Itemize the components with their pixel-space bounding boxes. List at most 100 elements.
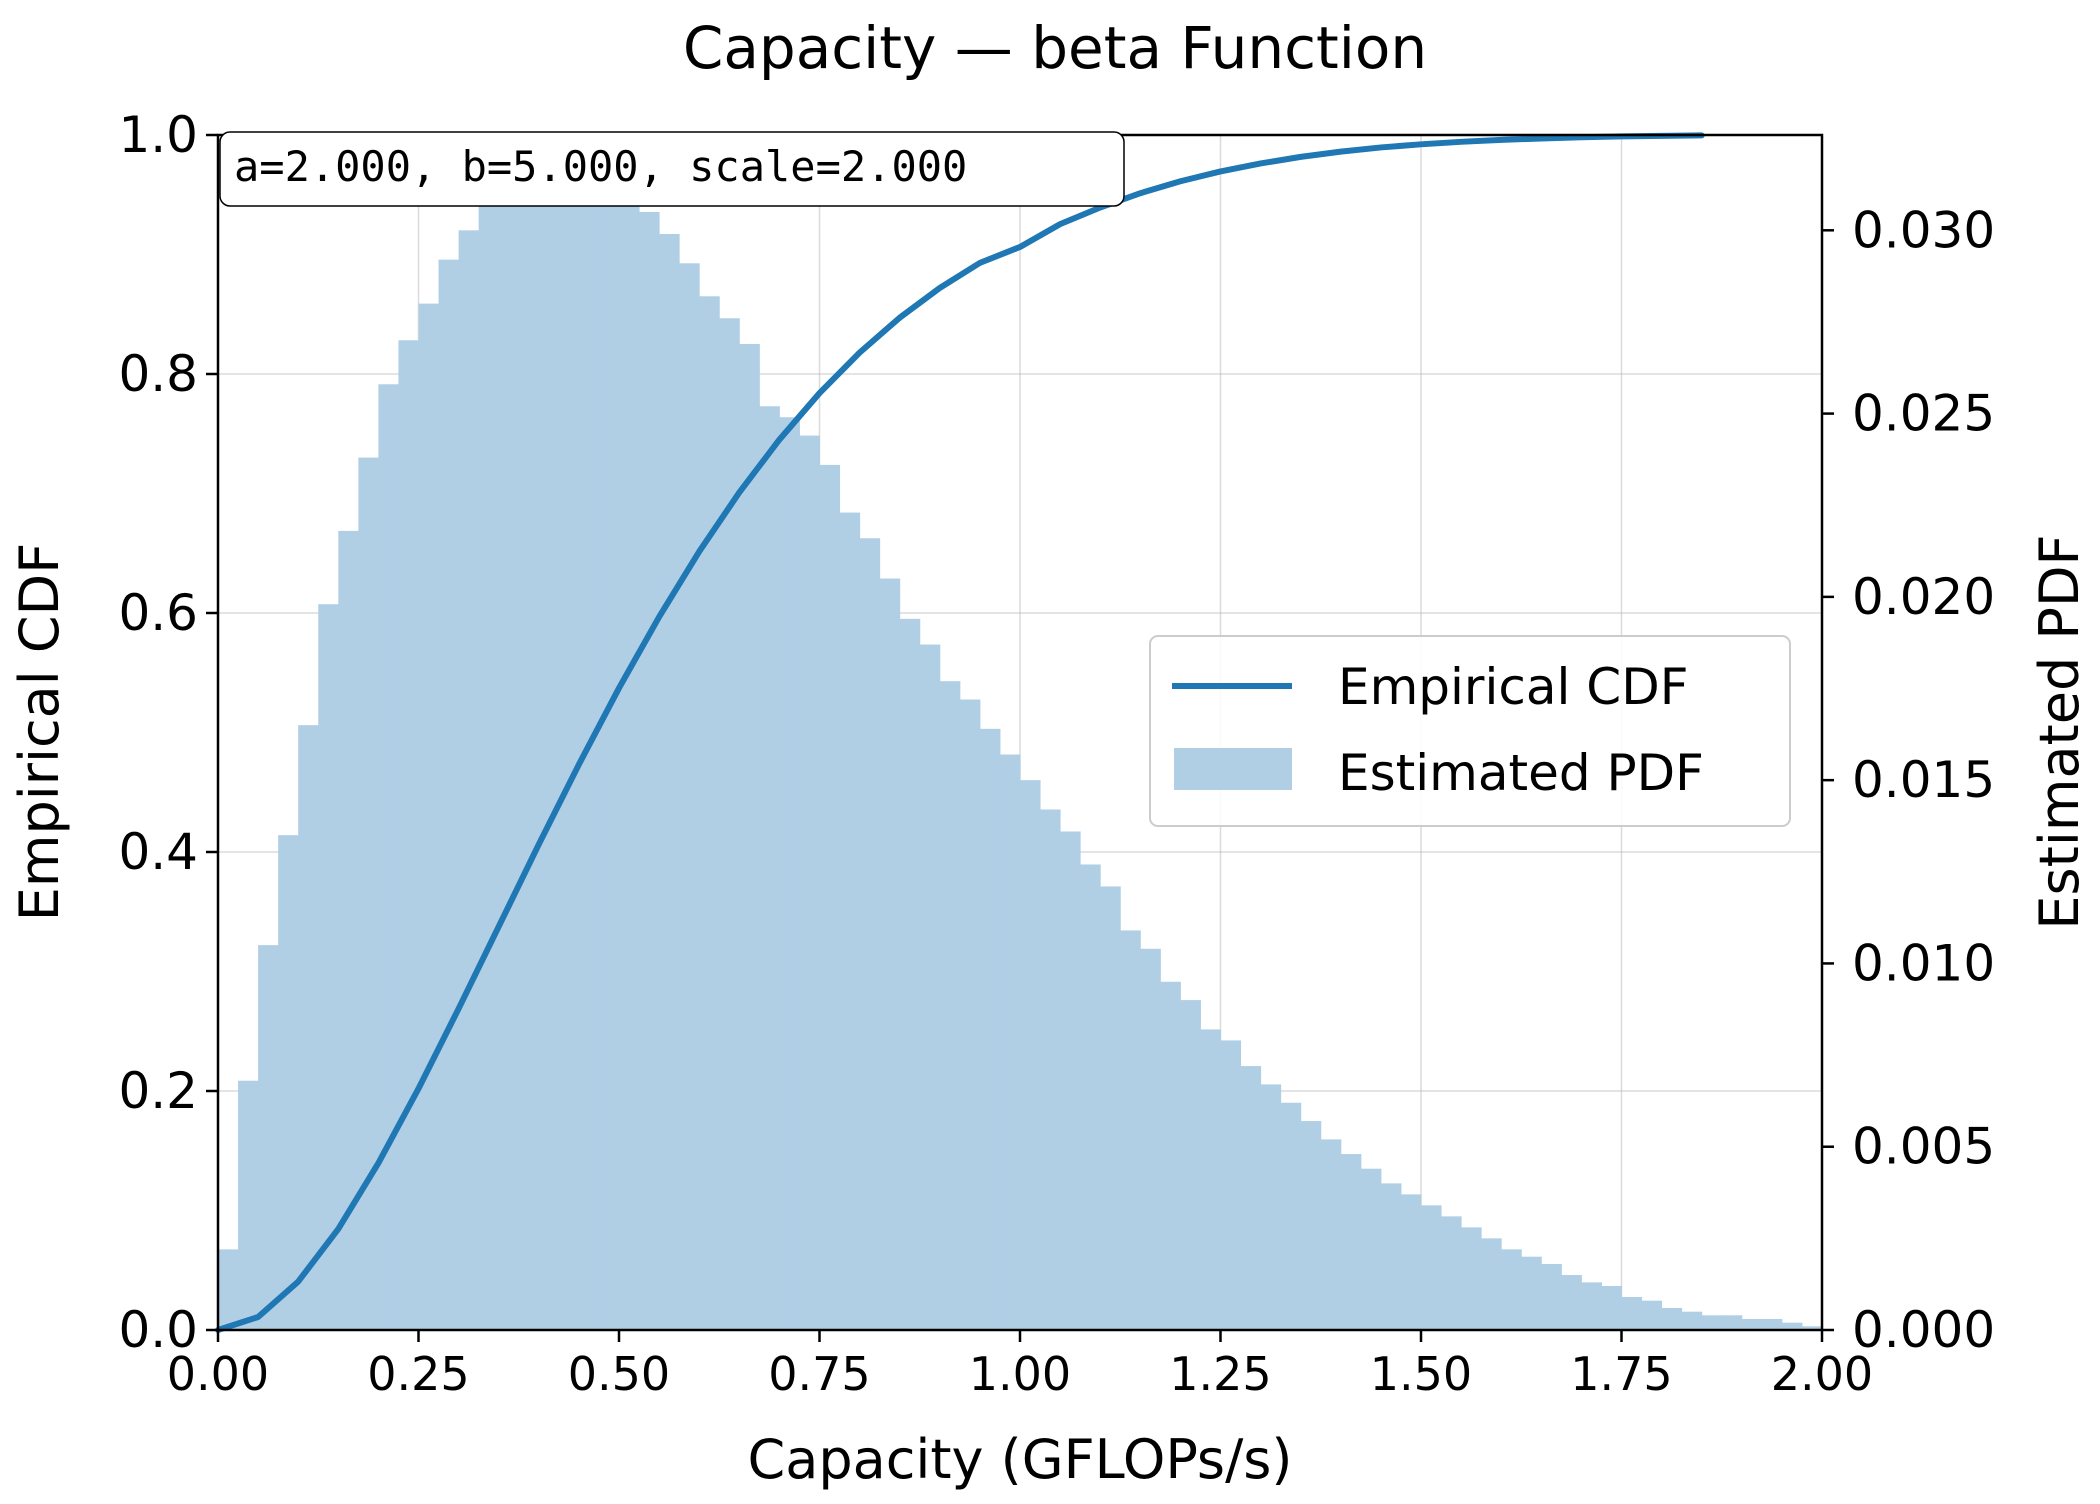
pdf-bar (1360, 1168, 1382, 1330)
pdf-bar (438, 259, 460, 1331)
pdf-bar (759, 406, 780, 1330)
pdf-bar (418, 303, 440, 1330)
pdf-bar (699, 296, 720, 1330)
pdf-bar (1461, 1227, 1482, 1330)
pdf-bar (1060, 831, 1081, 1330)
pdf-bar (1441, 1216, 1462, 1330)
pdf-bar (1681, 1311, 1703, 1330)
pdf-bar (1621, 1297, 1643, 1330)
y-right-tick-label: 0.025 (1852, 385, 1995, 443)
pdf-bar (1040, 809, 1061, 1330)
pdf-bar (1701, 1315, 1723, 1330)
pdf-bar (358, 457, 379, 1331)
pdf-bar (879, 578, 901, 1330)
pdf-bar (619, 182, 640, 1331)
pdf-bar (518, 171, 540, 1330)
pdf-bar (1661, 1308, 1683, 1330)
pdf-bar (919, 644, 941, 1330)
pdf-bar (238, 1080, 259, 1330)
x-tick-label: 1.00 (969, 1347, 1071, 1401)
pdf-bar (739, 343, 760, 1330)
pdf-bar (1761, 1319, 1783, 1330)
pdf-bar (1200, 1029, 1221, 1330)
y-right-tick-label: 0.000 (1852, 1301, 1995, 1359)
pdf-bar (1080, 864, 1101, 1330)
x-tick-label: 1.75 (1570, 1347, 1672, 1401)
pdf-bar (1481, 1238, 1502, 1330)
pdf-bar (999, 754, 1021, 1330)
x-tick-label: 1.50 (1370, 1347, 1472, 1401)
pdf-bar (598, 171, 620, 1330)
pdf-bar (1220, 1040, 1242, 1330)
x-axis-label: Capacity (GFLOPs/s) (748, 1428, 1293, 1491)
pdf-bar (779, 417, 800, 1330)
pdf-bar (659, 233, 680, 1330)
pdf-bar (498, 182, 520, 1331)
pdf-bar (1561, 1275, 1582, 1330)
pdf-bar (939, 681, 961, 1330)
pdf-bar (899, 618, 921, 1330)
pdf-bar (1601, 1286, 1622, 1330)
pdf-bar (679, 263, 700, 1330)
pdf-bar (1260, 1084, 1282, 1330)
pdf-bar (538, 171, 560, 1330)
pdf-bar (1721, 1315, 1743, 1330)
pdf-bar (959, 699, 981, 1330)
x-tick-label: 2.00 (1771, 1347, 1873, 1401)
cdf-line (215, 132, 1705, 1333)
pdf-bar (378, 384, 399, 1330)
pdf-bar (1781, 1322, 1803, 1330)
pdf-bar (1240, 1066, 1262, 1330)
parameter-annotation: a=2.000, b=5.000, scale=2.000 (219, 131, 1125, 207)
pdf-bar (478, 204, 500, 1331)
y-axis-right-label: Estimated PDF (2028, 534, 2091, 929)
pdf-bar (318, 604, 339, 1330)
pdf-bar (1160, 981, 1181, 1330)
pdf-bar (819, 464, 841, 1331)
pdf-bar (278, 835, 299, 1330)
legend-box (1149, 635, 1791, 827)
pdf-bar (1280, 1102, 1302, 1330)
pdf-bar (1100, 886, 1121, 1330)
pdf-bar (1180, 1000, 1201, 1330)
pdf-bar (1741, 1319, 1763, 1330)
y-left-tick-label: 0.6 (118, 584, 198, 642)
legend: Empirical CDF Estimated PDF (1149, 635, 1791, 827)
pdf-bar (1801, 1326, 1823, 1330)
y-right-tick-label: 0.005 (1852, 1118, 1995, 1176)
pdf-bars (218, 156, 1823, 1331)
pdf-bar (398, 340, 419, 1330)
pdf-bar (979, 728, 1001, 1330)
pdf-bar (1421, 1205, 1442, 1330)
y-left-tick-label: 0.8 (118, 345, 198, 403)
pdf-bar (1320, 1139, 1342, 1330)
x-tick-label: 1.25 (1169, 1347, 1271, 1401)
cdf-line-layer (215, 132, 1705, 1333)
legend-label-cdf: Empirical CDF (1338, 658, 1688, 716)
x-tick-label: 0.00 (167, 1347, 269, 1401)
ticks-layer: 0.00 0.25 0.50 0.75 1.00 1.25 1.50 1.75 2.000.00… (118, 106, 1995, 1401)
pdf-bar (1501, 1249, 1522, 1330)
y-right-tick-label: 0.010 (1852, 934, 1995, 992)
pdf-bar (839, 512, 861, 1330)
y-axis-left-label: Empirical CDF (8, 543, 71, 922)
pdf-bar (218, 1249, 239, 1330)
pdf-bar (1340, 1154, 1362, 1330)
pdf-bar (1400, 1194, 1422, 1330)
chart-title: Capacity — beta Function (683, 14, 1427, 82)
y-right-tick-label: 0.030 (1852, 201, 1995, 259)
pdf-bar (1380, 1183, 1402, 1330)
pdf-bar (1020, 780, 1041, 1330)
y-right-tick-label: 0.020 (1852, 568, 1995, 626)
pdf-bar (859, 538, 881, 1330)
legend-label-pdf: Estimated PDF (1338, 744, 1704, 802)
pdf-bar (799, 435, 820, 1330)
y-right-tick-label: 0.015 (1852, 751, 1995, 809)
pdf-bar (1120, 930, 1141, 1330)
pdf-bar (1521, 1256, 1542, 1330)
y-left-tick-label: 0.0 (118, 1301, 198, 1359)
pdf-bar (298, 725, 319, 1330)
x-tick-label: 0.25 (367, 1347, 469, 1401)
